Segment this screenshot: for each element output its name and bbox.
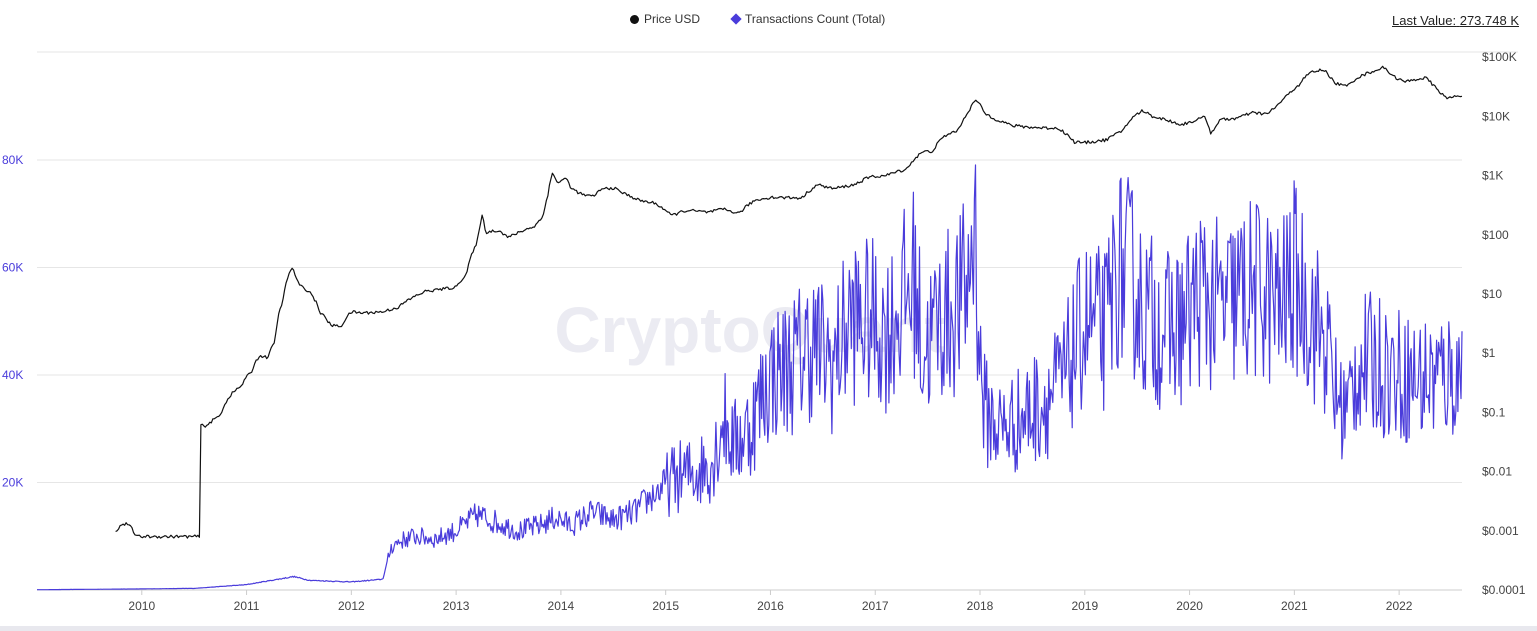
legend-transactions[interactable]: Transactions Count (Total) [730, 12, 886, 26]
right-tick-label: $0.0001 [1482, 583, 1526, 597]
x-tick-label: 2016 [757, 599, 784, 613]
last-value: Last Value: 273.748 K [1392, 13, 1519, 28]
x-tick-label: 2011 [234, 599, 260, 613]
right-tick-label: $100 [1482, 228, 1509, 242]
legend-price[interactable]: Price USD [630, 12, 700, 26]
x-tick-label: 2017 [862, 599, 889, 613]
right-axis: $0.0001 $0.001 $0.01 $0.1 $1 $10 $100 $1K $10K $1… [1482, 50, 1526, 597]
right-tick-label: $0.01 [1482, 465, 1512, 479]
right-tick-label: $10 [1482, 287, 1502, 301]
transactions-marker-icon [730, 13, 742, 25]
left-axis: 20K 40K 60K 80K [2, 153, 23, 490]
legend-transactions-label: Transactions Count (Total) [745, 12, 886, 26]
right-tick-label: $1K [1482, 169, 1503, 183]
left-tick-label: 80K [2, 153, 23, 167]
right-tick-label: $1 [1482, 346, 1496, 360]
left-tick-label: 60K [2, 261, 23, 275]
x-tick-label: 2014 [548, 599, 575, 613]
last-value-label: Last Value: [1392, 13, 1457, 28]
x-tick-label: 2018 [967, 599, 994, 613]
right-tick-label: $0.1 [1482, 405, 1506, 419]
grid-lines [37, 51, 1518, 591]
bottom-scrollbar[interactable] [0, 626, 1537, 631]
x-axis: 2010 2011 2012 2013 2014 2015 2016 2017 2018 2019… [128, 590, 1413, 613]
right-tick-label: $10K [1482, 109, 1510, 123]
series-layer [37, 65, 1463, 591]
last-value-number: 273.748 K [1459, 13, 1519, 28]
series-price-line[interactable] [115, 65, 1463, 539]
right-tick-label: $100K [1482, 50, 1517, 64]
x-tick-label: 2010 [128, 599, 155, 613]
x-tick-label: 2015 [652, 599, 679, 613]
x-tick-label: 2021 [1281, 599, 1308, 613]
left-tick-label: 20K [2, 476, 23, 490]
x-tick-label: 2022 [1386, 599, 1413, 613]
series-transactions-line[interactable] [37, 164, 1463, 591]
x-tick-label: 2020 [1176, 599, 1203, 613]
right-tick-label: $0.001 [1482, 524, 1519, 538]
left-tick-label: 40K [2, 368, 23, 382]
x-tick-label: 2012 [338, 599, 365, 613]
x-tick-label: 2013 [443, 599, 470, 613]
price-marker-icon [630, 14, 639, 24]
x-tick-label: 2019 [1071, 599, 1098, 613]
legend-price-label: Price USD [644, 12, 701, 26]
legend: Price USD Transactions Count (Total) [630, 12, 885, 26]
